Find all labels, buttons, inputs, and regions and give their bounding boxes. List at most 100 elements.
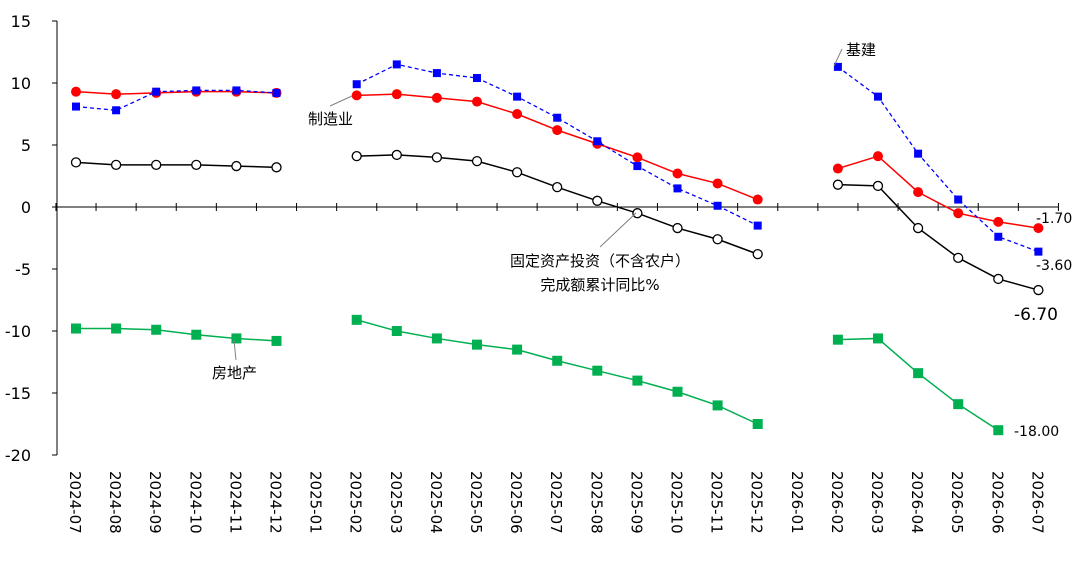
annotation-fai-label-line1: 固定资产投资（不含农户） [510,252,690,270]
data-point [993,425,1004,436]
data-point [351,151,362,162]
y-axis: 15 10 5 0 -5 -10 -15 -20 [5,12,58,465]
data-point [71,86,81,97]
data-point [391,326,402,336]
data-point [752,248,763,260]
series-line [837,66,1039,253]
annotation-real-estate-leader [233,339,237,361]
data-point [432,69,441,78]
y-tick-label: 5 [21,136,31,155]
data-point [672,222,683,234]
x-tick-label: 2025-10 [668,471,686,534]
data-point [552,125,563,136]
data-point [471,155,483,167]
data-point [151,159,162,170]
data-point [953,252,964,263]
annotation-infra: 基建 [833,41,876,67]
data-point [111,323,122,334]
end-label-infra: -3.60 [1036,258,1072,274]
data-point [993,273,1004,285]
data-point [912,222,924,234]
data-point [553,113,562,122]
series-3 [71,314,1004,436]
y-tick-label: -20 [5,446,31,465]
y-tick-label: -5 [15,260,31,279]
y-tick-label: -10 [5,322,31,341]
x-tick-label: 2026-01 [788,471,806,534]
data-point [231,333,242,344]
series-line [356,319,759,425]
annotation-manufacturing-leader [329,95,353,107]
series-line [75,89,277,111]
data-point [873,333,883,344]
data-point [914,149,923,158]
data-point [552,355,563,366]
annotation-fai-label-line2: 完成额累计同比% [540,276,659,294]
x-tick-label: 2025-05 [467,471,485,534]
x-tick-label: 2024-09 [146,471,164,534]
x-tick-label: 2024-11 [226,471,244,534]
data-point [874,92,882,101]
data-point [552,182,563,193]
data-point [592,195,603,206]
data-point [593,137,602,146]
data-point [71,323,81,334]
x-tick-label: 2025-01 [307,471,325,534]
series-line [76,327,277,342]
series-line [837,155,1039,229]
data-point [431,152,443,163]
data-point [112,106,121,115]
end-label-fai: -6.70 [1014,305,1058,325]
data-point [111,89,122,100]
data-point [232,86,241,95]
data-point [712,178,723,189]
x-tick-label: 2025-06 [507,471,525,534]
x-tick-label: 2025-11 [708,471,726,534]
series-line [356,63,758,227]
data-point [913,368,924,379]
data-point [913,187,924,198]
data-point [1034,247,1043,256]
y-tick-label: 0 [21,198,31,217]
data-point [271,162,282,173]
x-tick-label: 2024-12 [267,471,285,534]
x-axis: 2024-07 2024-08 2024-09 2024-10 2024-11 2024-… [55,203,1059,534]
x-tick-label: 2026-06 [988,471,1006,534]
data-point [151,324,162,335]
x-tick-label: 2024-07 [66,471,84,534]
x-tick-label: 2024-08 [106,471,124,534]
x-tick-label: 2025-04 [427,471,445,534]
y-tick-label: 15 [11,12,31,31]
data-point [431,333,442,344]
data-point [954,195,963,204]
annotation-infra-leader [833,48,843,67]
series-1 [71,86,1044,234]
x-tick-label: 2025-12 [748,471,766,534]
data-point [272,88,281,97]
end-label-manufacturing: -1.70 [1036,211,1072,227]
x-tick-label: 2024-10 [186,471,204,534]
series-line [837,183,1039,291]
x-tick-label: 2026-04 [908,471,926,534]
data-point [953,208,964,219]
series-line [75,161,277,169]
y-tick-label: -15 [5,384,31,403]
data-point [271,335,282,346]
data-point [431,92,442,103]
series-2 [70,149,1044,296]
x-tick-label: 2025-08 [587,471,605,534]
data-point [752,194,763,205]
data-point [512,109,523,119]
data-point [231,160,242,172]
data-point [832,163,843,174]
annotation-real-estate: 房地产 [212,339,257,382]
data-point [832,334,843,345]
annotation-infra-label: 基建 [846,41,876,59]
data-point [72,102,80,111]
data-point [753,221,762,230]
data-point [152,87,161,96]
data-point [1033,284,1044,296]
data-point [352,80,361,89]
data-point [473,74,481,83]
